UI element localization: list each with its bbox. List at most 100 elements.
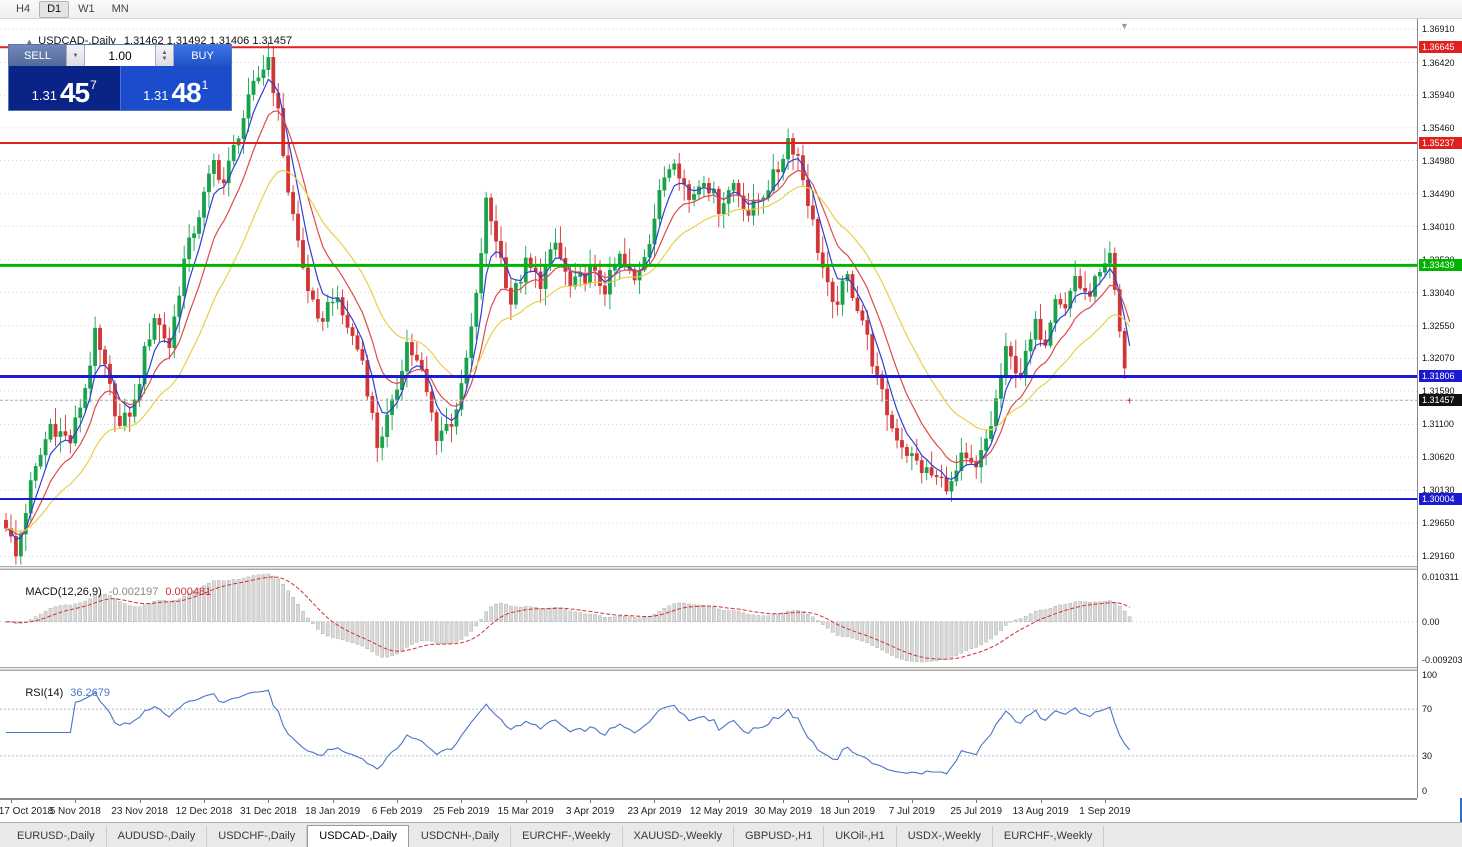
buy-price-big: 48: [171, 77, 201, 108]
level-price-badge: 1.30004: [1419, 493, 1462, 506]
volume-spinner[interactable]: ▲ ▼: [155, 45, 174, 66]
timeframe-button-h4[interactable]: H4: [16, 2, 31, 15]
trade-panel-controls: SELL ▼ 1.00 ▲ ▼ BUY: [9, 45, 231, 66]
date-label: 25 Feb 2019: [433, 806, 490, 817]
volume-input[interactable]: 1.00: [85, 45, 155, 66]
rsi-axis-label: 100: [1422, 670, 1438, 680]
macd-signal-value: 0.000481: [165, 586, 212, 598]
collapse-arrow-icon[interactable]: ▲: [25, 37, 34, 46]
chart-tab[interactable]: USDX-,Weekly: [897, 826, 993, 847]
chart-shift-marker[interactable]: ▼: [1120, 21, 1129, 31]
date-label: 6 Feb 2019: [371, 806, 423, 817]
price-tick-label: 1.36420: [1422, 57, 1455, 68]
price-tick-label: 1.35940: [1422, 90, 1455, 101]
date-tick-mark: [10, 800, 12, 803]
volume-down-button[interactable]: ▼: [66, 45, 85, 66]
date-tick-mark: [397, 800, 399, 803]
date-label: 18 Jan 2019: [305, 806, 361, 817]
chart-tab[interactable]: USDCAD-,Daily: [307, 825, 409, 847]
rsi-title: RSI(14): [25, 687, 64, 699]
chart-tab[interactable]: USDCHF-,Daily: [207, 826, 308, 847]
rsi-chart[interactable]: [0, 671, 1417, 798]
buy-price-sup: 1: [201, 78, 209, 92]
candlestick-chart[interactable]: [0, 19, 1417, 566]
moving-average-line-11: [5, 110, 1131, 535]
date-tick-mark: [783, 800, 785, 803]
price-tick-label: 1.29160: [1422, 551, 1455, 562]
sell-price-sup: 7: [90, 78, 97, 92]
macd-main-value: -0.002197: [108, 586, 159, 598]
buy-price-display[interactable]: 1.31 48 1: [119, 66, 231, 110]
timeframe-button-w1[interactable]: W1: [78, 2, 95, 15]
date-tick-mark: [590, 800, 592, 803]
volume-down-icon: ▼: [72, 52, 79, 59]
price-tick-label: 1.34490: [1422, 188, 1455, 199]
macd-chart[interactable]: [0, 570, 1417, 667]
date-label: 12 May 2019: [689, 806, 748, 817]
date-tick-mark: [139, 800, 141, 803]
date-label: 31 Dec 2018: [239, 806, 297, 817]
date-label: 3 Apr 2019: [565, 806, 615, 817]
buy-price-prefix: 1.31: [143, 88, 169, 103]
rsi-axis-label: 30: [1422, 750, 1433, 761]
chart-tab[interactable]: GBPUSD-,H1: [734, 826, 825, 847]
chart-tab[interactable]: XAUUSD-,Weekly: [623, 826, 734, 847]
macd-signal-line: [6, 576, 1130, 660]
price-tick-label: 1.29650: [1422, 518, 1455, 529]
price-tick-label: 1.30130: [1422, 485, 1455, 496]
date-tick-mark: [332, 800, 334, 803]
price-tick-label: 1.32070: [1422, 353, 1455, 364]
date-tick-mark: [268, 800, 270, 803]
rsi-header: RSI(14) 36.2679: [7, 675, 110, 711]
timeframe-button-d1[interactable]: D1: [39, 0, 70, 18]
date-label: 25 Jul 2019: [950, 806, 1003, 817]
date-tick-mark: [1104, 800, 1106, 803]
rsi-line: [6, 689, 1131, 775]
price-tick-label: 1.33040: [1422, 287, 1455, 298]
timeframe-button-mn[interactable]: MN: [111, 2, 129, 15]
date-tick-mark: [75, 800, 77, 803]
date-axis[interactable]: 17 Oct 2018 5 Nov 2018 23 Nov 2018 12 Dec 2…: [0, 798, 1417, 822]
date-tick-mark: [976, 800, 978, 803]
price-tick-label: 1.35460: [1422, 122, 1455, 133]
rsi-axis-label: 0: [1422, 786, 1428, 796]
macd-indicator-pane: MACD(12,26,9) -0.002197 0.000481: [0, 570, 1417, 667]
date-tick-mark: [461, 800, 463, 803]
main-chart-pane: ▲ USDCAD-,Daily 1.31462 1.31492 1.31406 1.…: [0, 19, 1417, 566]
price-tick-label: 1.30620: [1422, 452, 1455, 463]
macd-title: MACD(12,26,9): [25, 586, 102, 598]
chart-tab[interactable]: EURCHF-,Weekly: [511, 826, 623, 847]
price-tick-label: 1.31590: [1422, 386, 1455, 397]
date-label: 23 Nov 2018: [111, 806, 168, 817]
macd-axis-label: 0.00: [1422, 616, 1440, 627]
pane-splitter[interactable]: [0, 667, 1462, 671]
date-label: 5 Nov 2018: [49, 806, 101, 817]
date-tick-mark: [654, 800, 656, 803]
price-tick-label: 1.32550: [1422, 320, 1455, 331]
sell-button[interactable]: SELL: [9, 45, 66, 66]
date-label: 18 Jun 2019: [819, 806, 876, 817]
price-tick-label: 1.31100: [1422, 419, 1454, 430]
date-label: 1 Sep 2019: [1079, 806, 1131, 817]
macd-histogram: [4, 573, 1132, 663]
chart-tab[interactable]: USDCNH-,Daily: [410, 826, 512, 847]
chart-tabs-bar: EURUSD-,Daily AUDUSD-,Daily USDCHF-,Daily U…: [0, 822, 1462, 847]
date-label: 7 Jul 2019: [888, 806, 935, 817]
one-click-trade-panel: SELL ▼ 1.00 ▲ ▼ BUY 1.31 45 7 1.31 48 1: [8, 44, 232, 111]
macd-axis-label: -0.009203: [1422, 655, 1462, 665]
date-label: 13 Aug 2019: [1012, 806, 1069, 817]
chart-tab[interactable]: AUDUSD-,Daily: [107, 826, 208, 847]
candles-group: [4, 41, 1132, 565]
pane-splitter[interactable]: [0, 566, 1462, 570]
chart-tab[interactable]: EURUSD-,Daily: [6, 826, 107, 847]
rsi-indicator-pane: RSI(14) 36.2679: [0, 671, 1417, 798]
chart-tab[interactable]: EURCHF-,Weekly: [993, 826, 1105, 847]
date-label: 12 Dec 2018: [175, 806, 233, 817]
date-tick-mark: [911, 800, 913, 803]
chart-tab[interactable]: UKOil-,H1: [824, 826, 897, 847]
buy-button[interactable]: BUY: [174, 45, 231, 66]
price-axis[interactable]: 1.36910 1.36420 1.35940 1.35460 1.34980 1.344…: [1417, 19, 1462, 798]
rsi-axis-label: 70: [1422, 704, 1433, 715]
price-tick-label: 1.34980: [1422, 155, 1455, 166]
sell-price-display[interactable]: 1.31 45 7: [9, 66, 120, 110]
